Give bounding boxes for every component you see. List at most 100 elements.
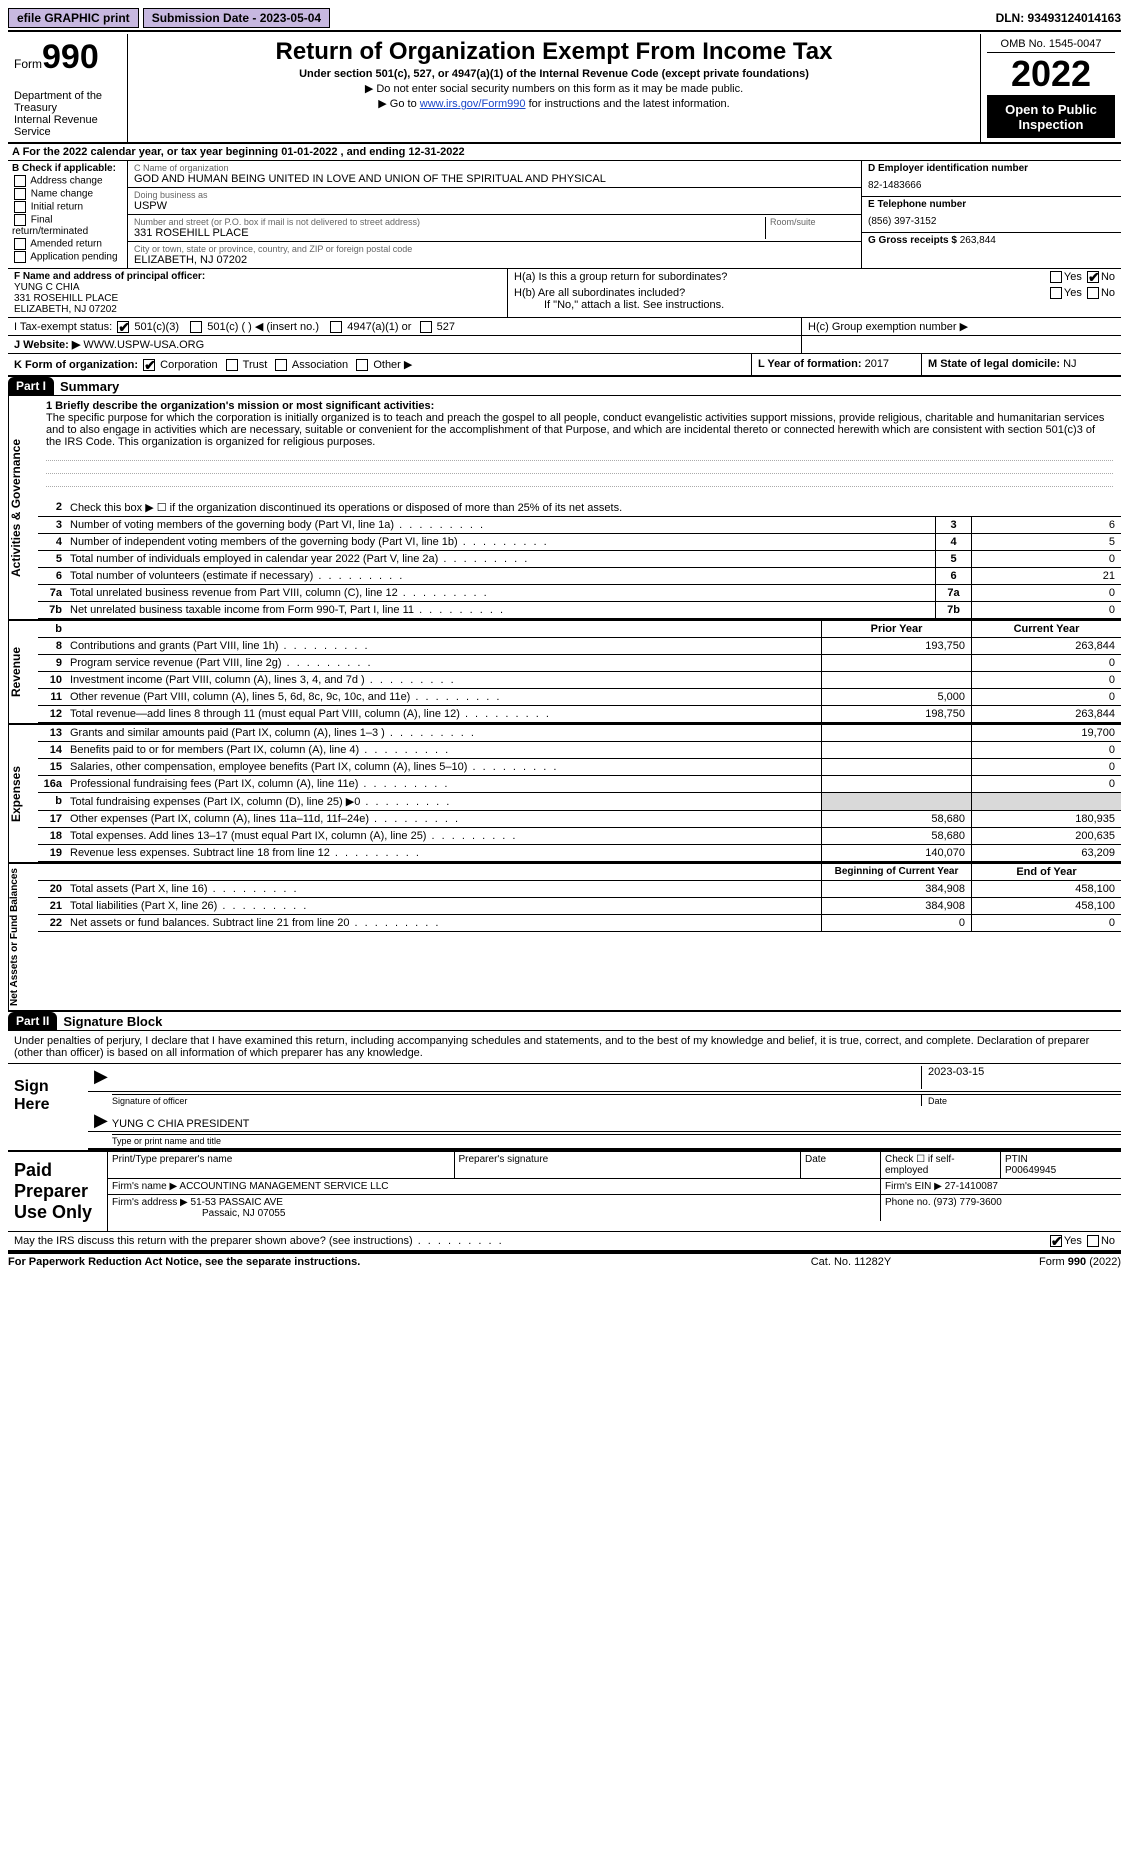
- chk-corp[interactable]: [143, 359, 155, 371]
- summary-revenue: Revenue b Prior Year Current Year 8 Cont…: [8, 621, 1121, 725]
- firm-ein: 27-1410087: [945, 1181, 998, 1192]
- firm-addr2: Passaic, NJ 07055: [112, 1208, 285, 1219]
- part2-bar: Part II: [8, 1012, 57, 1030]
- arrow-icon: ▶: [94, 1110, 108, 1129]
- end-year-hdr: End of Year: [971, 864, 1121, 880]
- officer-name: YUNG C CHIA: [14, 282, 501, 293]
- arrow-icon: ▶: [94, 1066, 108, 1089]
- discuss-yes[interactable]: [1050, 1235, 1062, 1247]
- firm-name-label: Firm's name ▶: [112, 1181, 177, 1192]
- taxstatus-label: I Tax-exempt status:: [14, 321, 112, 333]
- signature-block: Under penalties of perjury, I declare th…: [8, 1031, 1121, 1252]
- chk-4947[interactable]: [330, 321, 342, 333]
- form-note-ssn: ▶ Do not enter social security numbers o…: [134, 82, 974, 95]
- discuss-no[interactable]: [1087, 1235, 1099, 1247]
- begin-year-hdr: Beginning of Current Year: [821, 864, 971, 880]
- chk-501c[interactable]: [190, 321, 202, 333]
- ha-no[interactable]: [1087, 271, 1099, 283]
- chk-amended-return[interactable]: Amended return: [12, 238, 123, 250]
- phone-label: E Telephone number: [868, 199, 1115, 210]
- firm-addr-label: Firm's address ▶: [112, 1197, 188, 1208]
- chk-trust[interactable]: [226, 359, 238, 371]
- chk-name-change[interactable]: Name change: [12, 188, 123, 200]
- part2-header: Part II Signature Block: [8, 1012, 1121, 1031]
- summary-expenses: Expenses 13 Grants and similar amounts p…: [8, 725, 1121, 864]
- submission-date-button[interactable]: Submission Date - 2023-05-04: [143, 8, 330, 28]
- ha-yes[interactable]: [1050, 271, 1062, 283]
- form-title: Return of Organization Exempt From Incom…: [134, 38, 974, 66]
- ptin-value: P00649945: [1005, 1165, 1117, 1176]
- chk-initial-return[interactable]: Initial return: [12, 201, 123, 213]
- org-name: GOD AND HUMAN BEING UNITED IN LOVE AND U…: [134, 173, 855, 185]
- gross-value: 263,844: [960, 235, 996, 246]
- formorg-label: K Form of organization:: [14, 359, 138, 371]
- ein-value: 82-1483666: [868, 180, 1115, 191]
- dba-value: USPW: [134, 200, 855, 212]
- net-header: Beginning of Current Year End of Year: [38, 864, 1121, 881]
- part2-title: Signature Block: [63, 1014, 162, 1029]
- omb-number: OMB No. 1545-0047: [987, 38, 1115, 53]
- chk-application-pending[interactable]: Application pending: [12, 251, 123, 263]
- firm-phone-label: Phone no.: [885, 1197, 931, 1208]
- paid-preparer-label: Paid Preparer Use Only: [8, 1152, 108, 1231]
- dba-label: Doing business as: [134, 190, 855, 200]
- department-label: Department of the Treasury Internal Reve…: [14, 90, 121, 138]
- sign-here-label: Sign Here: [8, 1064, 88, 1150]
- vtab-expenses: Expenses: [8, 725, 38, 862]
- name-under-label: Type or print name and title: [112, 1134, 1121, 1146]
- current-year-hdr: Current Year: [971, 621, 1121, 637]
- efile-print-button[interactable]: efile GRAPHIC print: [8, 8, 139, 28]
- exp-row-15: 15 Salaries, other compensation, employe…: [38, 759, 1121, 776]
- part1-header: Part I Summary: [8, 377, 1121, 396]
- gov-row-7b: 7b Net unrelated business taxable income…: [38, 602, 1121, 619]
- exp-row-18: 18 Total expenses. Add lines 13–17 (must…: [38, 828, 1121, 845]
- col-d-ein: D Employer identification number 82-1483…: [861, 161, 1121, 268]
- chk-527[interactable]: [420, 321, 432, 333]
- mission-text: The specific purpose for which the corpo…: [46, 412, 1113, 448]
- rev-header: b Prior Year Current Year: [38, 621, 1121, 638]
- chk-assoc[interactable]: [275, 359, 287, 371]
- col-b-checkboxes: B Check if applicable: Address change Na…: [8, 161, 128, 268]
- hb-note: If "No," attach a list. See instructions…: [514, 299, 1115, 311]
- row-klm: K Form of organization: Corporation Trus…: [8, 354, 1121, 377]
- open-public-badge: Open to Public Inspection: [987, 96, 1115, 138]
- ein-label: D Employer identification number: [868, 163, 1115, 174]
- sig-under-label: Signature of officer: [112, 1094, 921, 1106]
- form-990-label: Form990: [14, 38, 121, 77]
- paperwork-notice: For Paperwork Reduction Act Notice, see …: [8, 1256, 761, 1268]
- street-label: Number and street (or P.O. box if mail i…: [134, 217, 765, 227]
- discuss-row: May the IRS discuss this return with the…: [8, 1231, 1121, 1252]
- rev-row-9: 9 Program service revenue (Part VIII, li…: [38, 655, 1121, 672]
- room-label: Room/suite: [770, 217, 855, 227]
- form-header: Form990 Department of the Treasury Inter…: [8, 34, 1121, 144]
- chk-other[interactable]: [356, 359, 368, 371]
- row-i-taxstatus: I Tax-exempt status: 501(c)(3) 501(c) ( …: [8, 318, 1121, 336]
- title-cell: Return of Organization Exempt From Incom…: [128, 34, 981, 142]
- mission-block: 1 Briefly describe the organization's mi…: [38, 396, 1121, 499]
- form-word: Form: [14, 57, 42, 71]
- preparer-date-hdr: Date: [801, 1152, 881, 1178]
- page-footer: For Paperwork Reduction Act Notice, see …: [8, 1252, 1121, 1268]
- form-num: 990: [42, 38, 99, 76]
- paid-preparer-block: Paid Preparer Use Only Print/Type prepar…: [8, 1150, 1121, 1231]
- exp-row-13: 13 Grants and similar amounts paid (Part…: [38, 725, 1121, 742]
- hb-no[interactable]: [1087, 287, 1099, 299]
- form-subtitle: Under section 501(c), 527, or 4947(a)(1)…: [134, 68, 974, 80]
- hc-label: H(c) Group exemption number ▶: [801, 318, 1121, 335]
- irs-link[interactable]: www.irs.gov/Form990: [420, 98, 526, 110]
- form-link-row: ▶ Go to www.irs.gov/Form990 for instruct…: [134, 97, 974, 110]
- hb-yes[interactable]: [1050, 287, 1062, 299]
- chk-501c3[interactable]: [117, 321, 129, 333]
- officer-city: ELIZABETH, NJ 07202: [14, 304, 501, 315]
- city-label: City or town, state or province, country…: [134, 244, 855, 254]
- website-label: J Website: ▶: [14, 339, 80, 351]
- chk-address-change[interactable]: Address change: [12, 175, 123, 187]
- ptin-hdr: PTIN: [1005, 1154, 1117, 1165]
- domicile-value: NJ: [1063, 358, 1076, 370]
- preparer-name-hdr: Print/Type preparer's name: [108, 1152, 455, 1178]
- net-row-22: 22 Net assets or fund balances. Subtract…: [38, 915, 1121, 932]
- top-bar: efile GRAPHIC print Submission Date - 20…: [8, 8, 1121, 32]
- chk-final-return[interactable]: Final return/terminated: [12, 214, 123, 237]
- hb-label: H(b) Are all subordinates included?: [514, 287, 685, 299]
- sign-here-row: Sign Here ▶ 2023-03-15 Signature of offi…: [8, 1064, 1121, 1150]
